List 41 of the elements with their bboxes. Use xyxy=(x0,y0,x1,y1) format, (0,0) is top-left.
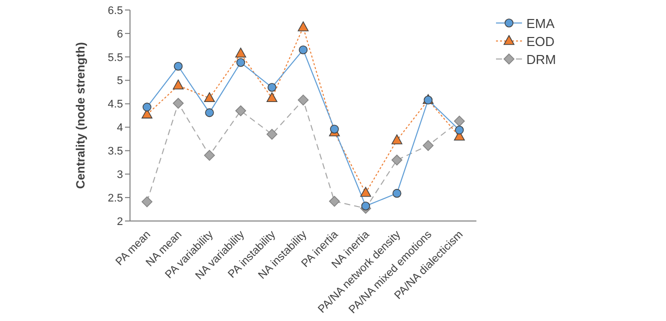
point xyxy=(174,62,183,71)
y-tick-label: 5.5 xyxy=(108,52,123,64)
legend-label: EMA xyxy=(526,16,555,30)
point xyxy=(235,48,246,58)
legend-label: DRM xyxy=(526,52,556,66)
point xyxy=(422,140,434,151)
legend-label: EOD xyxy=(526,34,555,48)
point xyxy=(392,154,402,166)
point xyxy=(236,58,246,67)
point xyxy=(266,92,278,102)
point xyxy=(172,80,184,90)
point xyxy=(172,98,184,109)
point xyxy=(454,126,464,134)
point xyxy=(142,102,152,112)
y-tick-label: 4.5 xyxy=(108,98,123,111)
point xyxy=(204,150,215,161)
point xyxy=(235,105,246,116)
point xyxy=(268,82,276,92)
point xyxy=(329,196,340,207)
y-tick-label: 3 xyxy=(116,169,123,182)
point xyxy=(454,116,465,127)
y-axis-title: Centrality (node strength) xyxy=(73,42,88,189)
point xyxy=(298,45,308,54)
point xyxy=(204,92,215,102)
point xyxy=(360,186,372,197)
point xyxy=(298,21,309,32)
y-tick-label: 3.5 xyxy=(108,146,123,158)
point xyxy=(266,128,278,140)
y-tick-label: 5 xyxy=(116,75,123,88)
y-tick-label: 4 xyxy=(116,122,123,134)
point xyxy=(330,124,339,134)
point xyxy=(361,202,370,210)
y-tick-label: 6.5 xyxy=(108,4,123,17)
y-tick-label: 2 xyxy=(116,216,123,228)
point xyxy=(205,108,214,118)
point xyxy=(392,188,402,198)
point xyxy=(298,94,309,106)
y-tick-label: 2.5 xyxy=(108,192,123,204)
point xyxy=(392,134,402,144)
y-tick-label: 6 xyxy=(116,28,123,40)
point xyxy=(142,196,152,208)
